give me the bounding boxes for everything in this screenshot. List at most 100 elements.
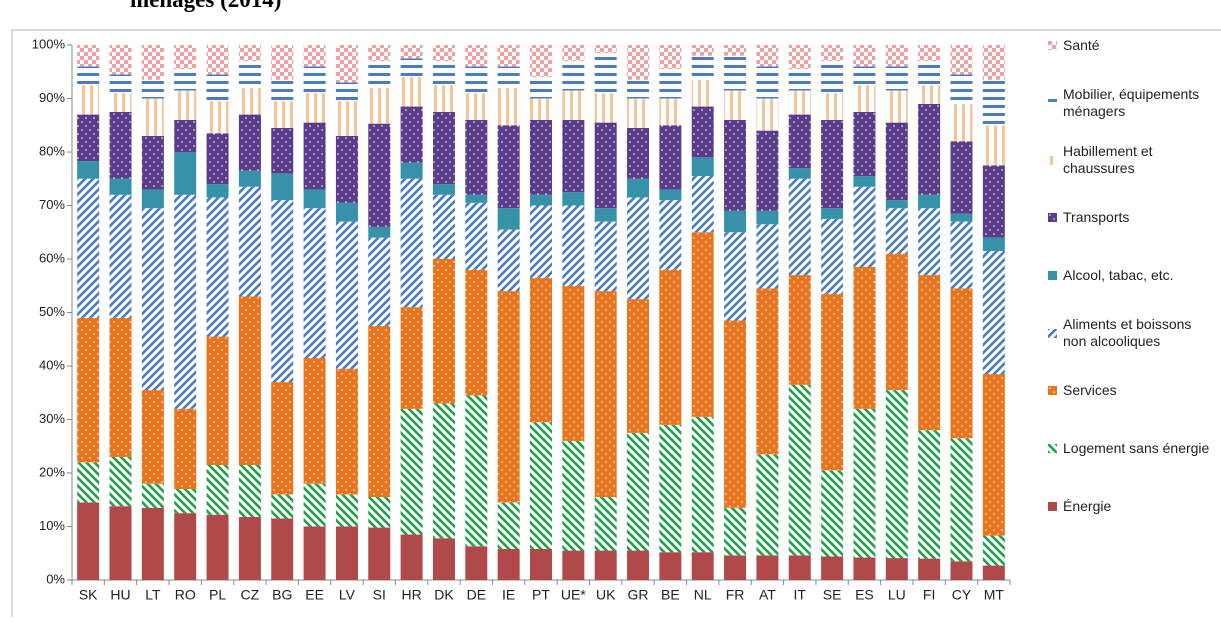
bar-segment bbox=[691, 552, 714, 580]
bar-segment bbox=[335, 221, 358, 369]
bar-segment bbox=[853, 408, 876, 558]
bar-segment bbox=[724, 320, 747, 508]
legend-item: Énergie bbox=[1048, 498, 1218, 515]
x-tick-label: NL bbox=[694, 587, 712, 603]
x-tick-label: HR bbox=[402, 587, 422, 603]
bar-segment bbox=[77, 161, 100, 179]
bar-segment bbox=[141, 189, 164, 209]
bar-segment bbox=[853, 557, 876, 580]
bar-segment bbox=[432, 184, 455, 195]
bar-segment bbox=[335, 202, 358, 222]
bar-segment bbox=[982, 79, 1005, 126]
bar-segment bbox=[756, 130, 779, 211]
bar-segment bbox=[691, 232, 714, 417]
bar-segment bbox=[821, 208, 844, 219]
bar-segment bbox=[788, 90, 811, 115]
bar-segment bbox=[77, 66, 100, 86]
x-tick-label: IT bbox=[794, 587, 807, 603]
bar-segment bbox=[724, 210, 747, 233]
bar-segment bbox=[368, 87, 391, 124]
bar-segment bbox=[659, 45, 682, 70]
bar-segment bbox=[497, 502, 520, 549]
bar-segment bbox=[77, 45, 100, 67]
bar-segment bbox=[627, 178, 650, 198]
bar-segment bbox=[206, 464, 229, 515]
bar-segment bbox=[238, 61, 261, 88]
bar-segment bbox=[950, 103, 973, 142]
bar-segment bbox=[918, 103, 941, 195]
bar-segment bbox=[77, 317, 100, 463]
legend-label: Alcool, tabac, etc. bbox=[1063, 267, 1174, 283]
frame bbox=[11, 29, 1221, 622]
x-tick-label: BG bbox=[272, 587, 292, 603]
bar-segment bbox=[982, 165, 1005, 238]
bar-segment bbox=[530, 548, 552, 580]
bar-segment bbox=[109, 456, 132, 507]
bar-segment bbox=[659, 552, 682, 580]
bar-segment bbox=[368, 226, 391, 238]
bar-segment bbox=[238, 186, 261, 297]
bar-segment bbox=[303, 208, 326, 358]
bar-segment bbox=[238, 114, 261, 171]
bar-segment bbox=[756, 210, 779, 225]
bar-segment bbox=[141, 483, 164, 508]
bar-segment bbox=[109, 74, 132, 94]
legend-swatch bbox=[1048, 443, 1057, 453]
bar-segment bbox=[885, 45, 908, 67]
bar-segment bbox=[368, 527, 391, 580]
legend-label: Transports bbox=[1063, 209, 1130, 226]
bar-segment bbox=[691, 416, 714, 553]
x-tick-label: GR bbox=[628, 587, 649, 603]
bar-segment bbox=[206, 197, 229, 337]
legend-item: Transports bbox=[1048, 209, 1218, 226]
bar-segment bbox=[465, 546, 488, 580]
bar-segment bbox=[982, 45, 1005, 80]
bar-segment bbox=[271, 79, 294, 102]
bar-segment bbox=[303, 189, 326, 209]
legend-swatch bbox=[1048, 213, 1057, 223]
legend-swatch bbox=[1048, 386, 1057, 396]
bar-segment bbox=[885, 66, 908, 91]
x-tick-label: MT bbox=[984, 587, 1005, 603]
bar-segment bbox=[335, 101, 358, 136]
bar-segment bbox=[335, 45, 358, 83]
bar-segment bbox=[594, 291, 617, 498]
bar-segment bbox=[530, 77, 552, 99]
legend-label: Santé bbox=[1063, 36, 1100, 53]
bar-segment bbox=[627, 98, 650, 128]
x-tick-label: IE bbox=[502, 587, 515, 603]
bar-segment bbox=[756, 224, 779, 289]
bar-segment bbox=[174, 489, 197, 514]
bar-segment bbox=[562, 550, 585, 580]
bar-segment bbox=[335, 494, 358, 527]
x-tick-label: BE bbox=[661, 587, 680, 603]
bar-segment bbox=[562, 192, 585, 206]
bar-segment bbox=[271, 127, 294, 174]
bar-segment bbox=[238, 296, 261, 465]
y-tick-label: 30% bbox=[39, 411, 65, 426]
legend-swatch bbox=[1048, 155, 1057, 165]
legend-swatch bbox=[1048, 40, 1057, 50]
legend-swatch bbox=[1048, 328, 1057, 338]
x-tick-label: SI bbox=[373, 587, 386, 603]
bar-segment bbox=[627, 550, 650, 580]
bar-segment bbox=[982, 237, 1005, 251]
bar-segment bbox=[756, 45, 779, 67]
bar-segment bbox=[691, 176, 714, 233]
bar-segment bbox=[950, 438, 973, 562]
bar-segment bbox=[141, 208, 164, 391]
bar-segment bbox=[238, 170, 261, 187]
legend-item: Logement sans énergie bbox=[1048, 440, 1218, 457]
legend-label: Mobilier, équipements ménagers bbox=[1063, 85, 1200, 119]
bar-segment bbox=[530, 205, 552, 278]
bar-segment bbox=[691, 45, 714, 56]
bar-segment bbox=[562, 119, 585, 193]
bar-segment bbox=[724, 507, 747, 556]
bar-segment bbox=[368, 123, 391, 227]
x-tick-label: RO bbox=[175, 587, 196, 603]
bar-segment bbox=[465, 119, 488, 195]
y-tick-label: 60% bbox=[39, 250, 65, 265]
bar-segment bbox=[174, 119, 197, 152]
bar-segment bbox=[724, 232, 747, 321]
bar-segment bbox=[530, 277, 552, 423]
